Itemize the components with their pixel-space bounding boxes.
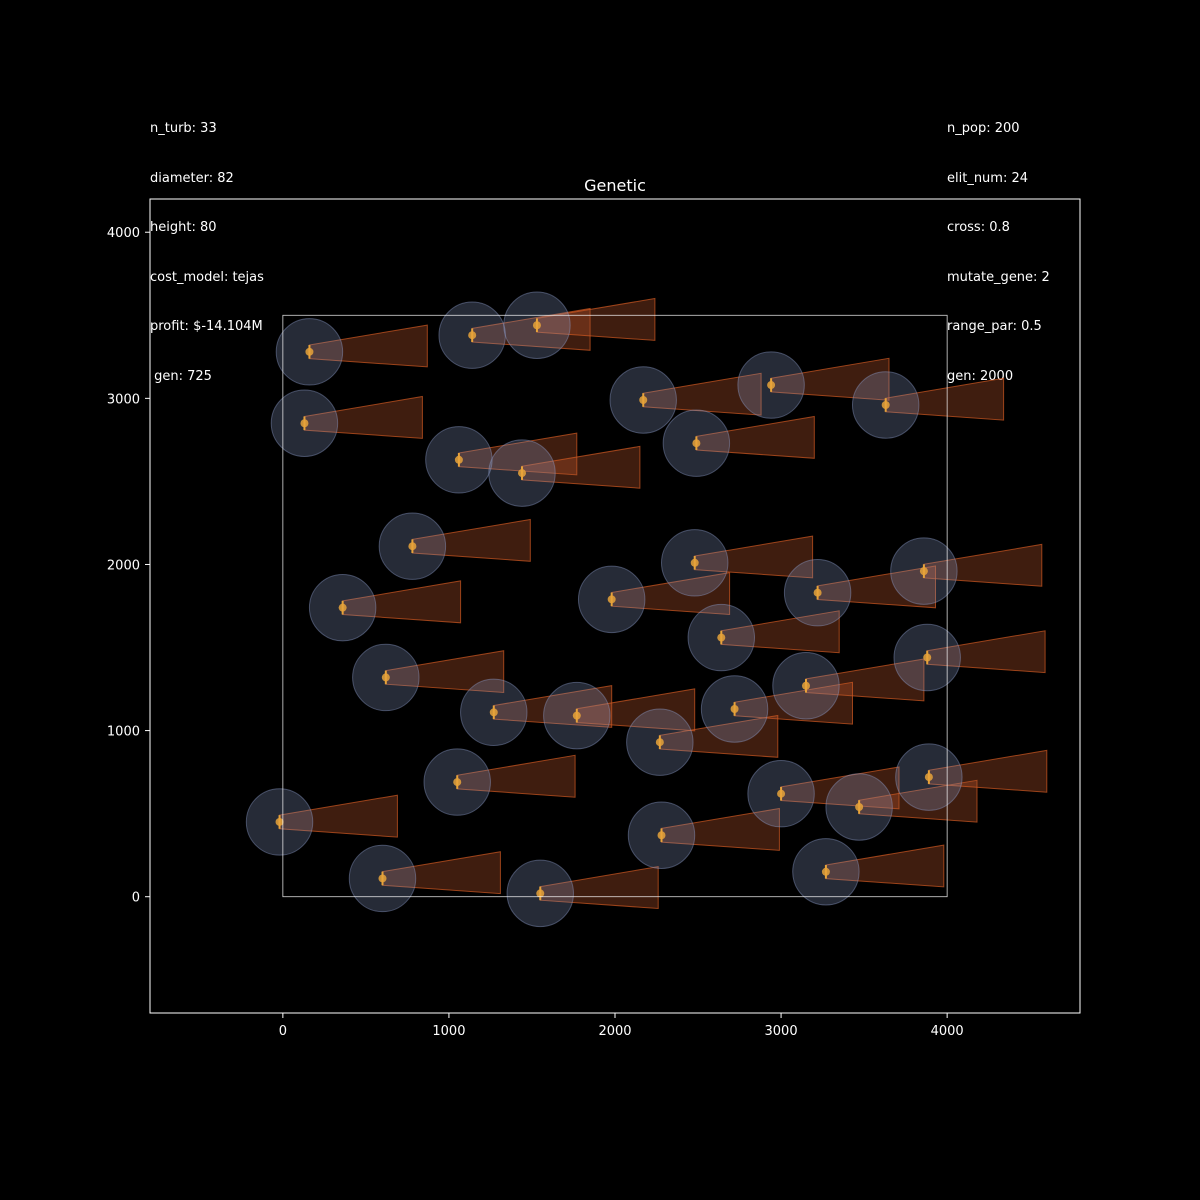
turbine-point (518, 469, 526, 478)
info-range-par: range_par: 0.5 (947, 319, 1042, 334)
turbine-point (923, 653, 932, 662)
turbine-point (300, 419, 309, 428)
turbine-point (453, 778, 462, 787)
info-n-pop: n_pop: 200 (947, 121, 1020, 136)
info-height: height: 80 (150, 220, 217, 235)
info-best-gen: gen: 725 (150, 368, 212, 384)
info-diameter: diameter: 82 (150, 170, 234, 186)
turbine-point (454, 455, 463, 464)
turbine-point (717, 633, 726, 642)
turbine-point (767, 381, 776, 390)
turbine-point (381, 673, 390, 682)
turbine-point (536, 889, 545, 898)
x-tick-label: 1000 (432, 1024, 465, 1039)
turbine-point (821, 867, 830, 876)
turbine-point (657, 831, 666, 840)
x-tick-label: 2000 (598, 1024, 631, 1039)
turbine-point (690, 558, 699, 567)
info-profit: profit: $-14.104M (150, 319, 263, 334)
turbine-point (924, 773, 933, 782)
wake-layer (279, 297, 1048, 910)
y-tick-label: 4000 (107, 226, 140, 241)
turbine-point (730, 704, 739, 713)
info-total-gen: gen: 2000 (947, 368, 1014, 384)
run-parameters-panel: n_turb: 33 diameter: 82 height: 80 cost_… (150, 88, 264, 402)
turbine-point (378, 874, 387, 883)
turbine-point (813, 588, 822, 597)
rotor-layer (245, 291, 963, 928)
info-cost-model: cost_model: tejas (150, 269, 264, 285)
info-mutate-gene: mutate_gene: 2 (947, 269, 1050, 285)
ga-parameters-panel: n_pop: 200 elit_num: 24 cross: 0.8 mutat… (947, 88, 1050, 402)
turbine-point (532, 321, 541, 330)
turbine-point (881, 400, 890, 409)
turbine-point (655, 738, 664, 747)
turbine-point (338, 603, 347, 612)
turbine-point (777, 789, 786, 798)
y-tick-label: 2000 (107, 558, 140, 573)
turbine-point (468, 331, 477, 340)
turbine-point (919, 567, 928, 576)
turbine-point (692, 439, 701, 448)
turbine-point (855, 803, 864, 812)
turbine-point (275, 817, 284, 826)
y-tick-label: 1000 (107, 725, 140, 740)
turbine-point (607, 595, 616, 604)
turbine-point (305, 347, 314, 356)
y-tick-label: 0 (132, 891, 140, 906)
info-cross: cross: 0.8 (947, 220, 1010, 235)
turbine-point (408, 542, 417, 551)
turbine-layer (275, 318, 933, 901)
turbine-point (639, 396, 648, 405)
x-tick-label: 3000 (765, 1024, 798, 1039)
info-n-turb: n_turb: 33 (150, 121, 217, 136)
chart-title: Genetic (584, 176, 646, 195)
site-boundary (282, 314, 948, 898)
x-tick-label: 4000 (931, 1024, 964, 1039)
turbine-point (572, 711, 581, 720)
axes-layer: 0 1000 2000 3000 4000 0 1000 2000 3000 4000 Geneti… (107, 176, 1081, 1039)
x-tick-label: 0 (279, 1024, 287, 1039)
turbine-point (801, 681, 810, 690)
info-elit-num: elit_num: 24 (947, 170, 1029, 186)
y-tick-label: 3000 (107, 392, 140, 407)
turbine-point (489, 708, 498, 717)
